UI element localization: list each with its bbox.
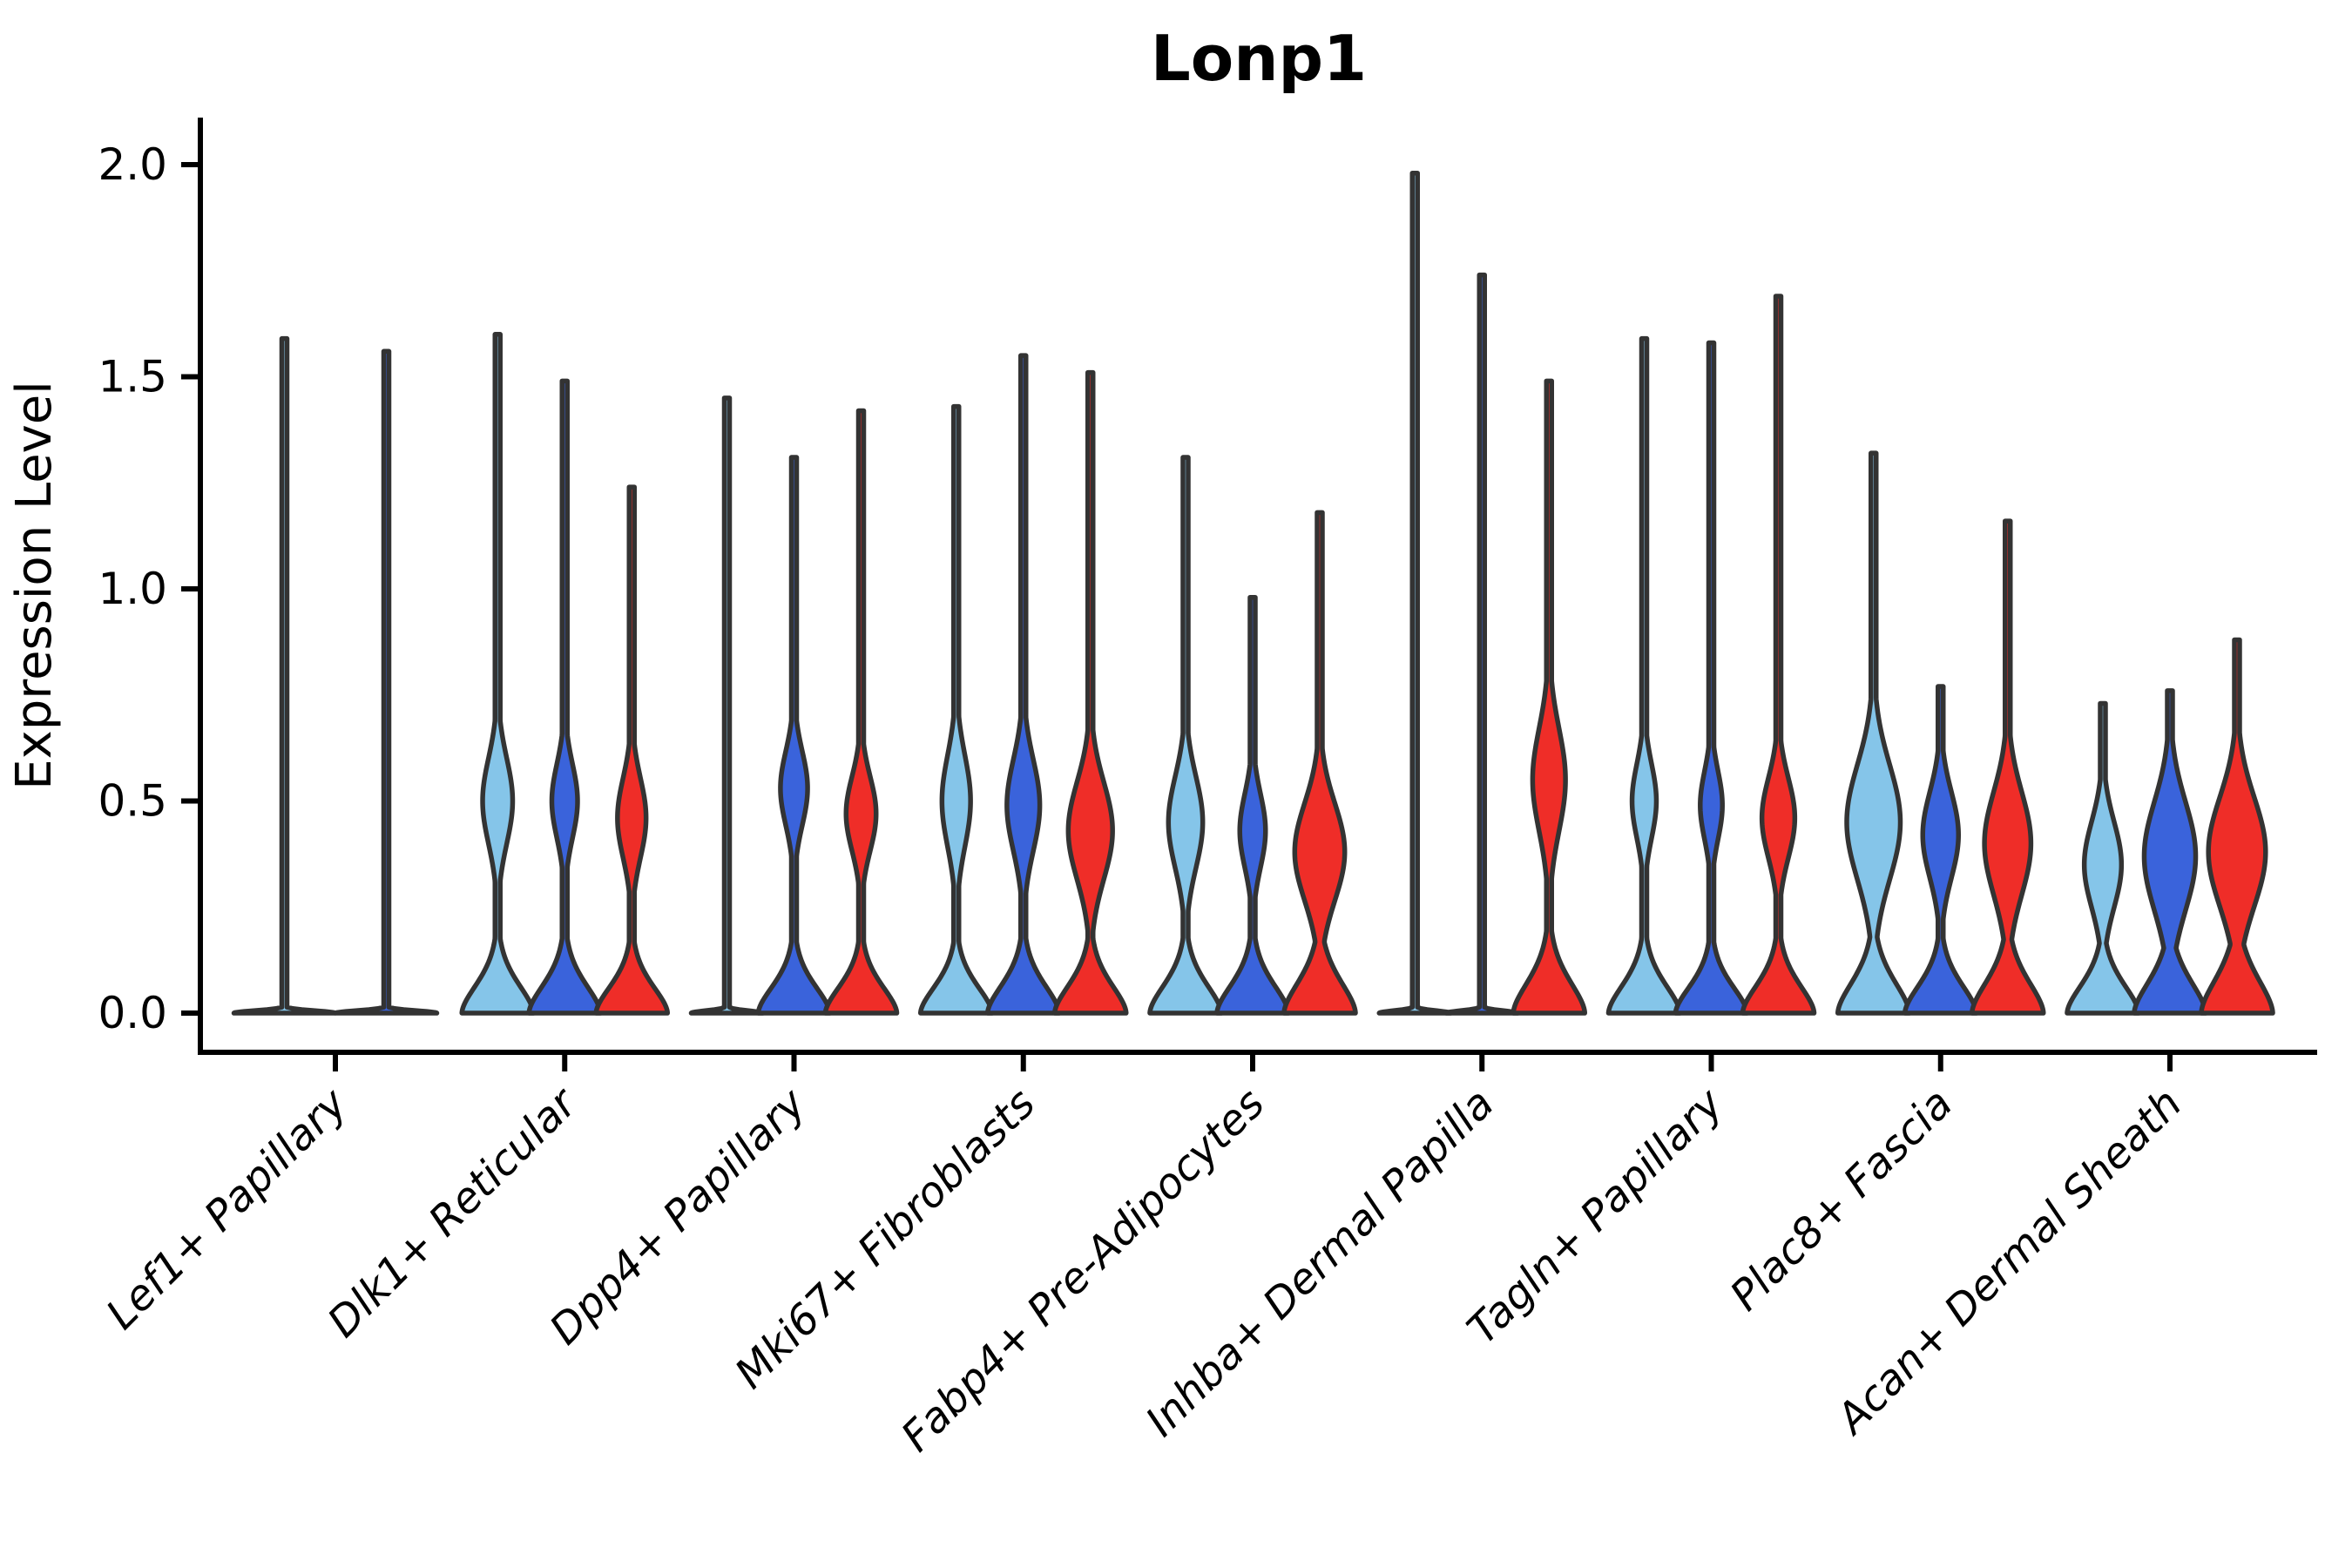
violin-fabp4-pre-adipocytes-red — [1281, 510, 1358, 1016]
y-tick-label: 0.5 — [98, 776, 167, 827]
violin-fabp4-pre-adipocytes-light_blue — [1147, 455, 1224, 1016]
violin-plac8-fascia-dark_blue — [1903, 684, 1979, 1016]
x-tick-label: Tagln+ Papillary — [1458, 1078, 1734, 1354]
x-tick-label: Dlk1+ Reticular — [319, 1078, 589, 1348]
violin-mki67-fibroblasts-dark_blue — [985, 353, 1062, 1016]
violin-dpp4-papillary-light_blue — [688, 395, 766, 1016]
violin-plac8-fascia-red — [1970, 518, 2046, 1016]
violin-mki67-fibroblasts-red — [1052, 369, 1129, 1016]
x-tick-label: Lef1+ Papillary — [97, 1078, 357, 1339]
y-tick-label: 2.0 — [98, 139, 167, 190]
chart-title: Lonp1 — [1151, 22, 1367, 95]
x-tick-label: Dpp4+ Papillary — [540, 1078, 815, 1354]
x-tick-label: Fabp4+ Pre-Adipocytes — [892, 1079, 1274, 1462]
violin-fabp4-pre-adipocytes-dark_blue — [1214, 594, 1291, 1016]
violin-acan-dermal-sheath-light_blue — [2065, 700, 2141, 1016]
violin-lef1-papillary-light_blue — [231, 335, 338, 1016]
violin-acan-dermal-sheath-dark_blue — [2132, 688, 2208, 1016]
axes-spines — [198, 118, 2317, 1055]
violin-lef1-papillary-dark_blue — [333, 348, 440, 1016]
violin-inhba-dermal-papilla-dark_blue — [1443, 272, 1520, 1016]
violin-mki67-fibroblasts-light_blue — [918, 403, 995, 1016]
violin-acan-dermal-sheath-red — [2199, 637, 2275, 1016]
violin-dlk1-reticular-dark_blue — [526, 378, 603, 1016]
violin-inhba-dermal-papilla-red — [1511, 378, 1587, 1016]
y-tick-label: 0.0 — [98, 988, 167, 1038]
violin-dpp4-papillary-dark_blue — [755, 455, 833, 1016]
violin-dpp4-papillary-red — [822, 408, 900, 1016]
violin-tagln-papillary-light_blue — [1605, 335, 1683, 1016]
violins-layer — [231, 170, 2275, 1016]
violin-dlk1-reticular-red — [593, 484, 670, 1016]
y-axis-label: Expression Level — [6, 381, 63, 790]
violin-tagln-papillary-dark_blue — [1673, 340, 1750, 1016]
violin-tagln-papillary-red — [1740, 294, 1817, 1016]
y-axis: 0.0 0.5 1.0 1.5 2.0 — [98, 139, 200, 1038]
y-tick-label: 1.5 — [98, 352, 167, 402]
y-tick-label: 1.0 — [98, 564, 167, 614]
x-tick-label: Plac8+ Fascia — [1721, 1079, 1963, 1321]
violin-dlk1-reticular-light_blue — [459, 332, 536, 1016]
violin-inhba-dermal-papilla-light_blue — [1376, 170, 1453, 1016]
violin-plac8-fascia-light_blue — [1835, 450, 1912, 1016]
